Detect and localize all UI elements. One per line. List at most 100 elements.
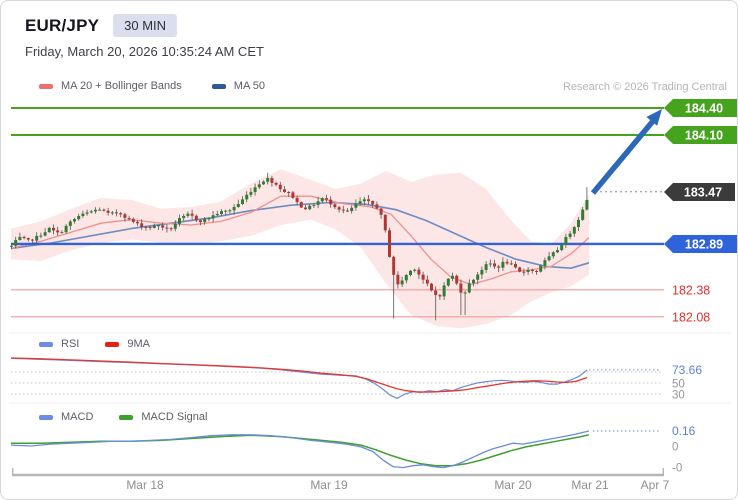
candle — [442, 285, 446, 297]
candle — [203, 218, 207, 223]
resistance-tag-lower: 184.10 — [664, 126, 737, 144]
candle — [404, 275, 408, 281]
macd-legend: MACD MACD Signal — [39, 411, 207, 423]
candle — [568, 233, 572, 237]
pair-title: EUR/JPY — [25, 15, 100, 35]
candle — [266, 178, 270, 182]
candle — [89, 211, 93, 213]
candle — [140, 223, 144, 227]
x-tick-mar-20: Mar 20 — [494, 478, 532, 492]
candle — [18, 236, 22, 240]
x-tick-mar-18: Mar 18 — [126, 478, 164, 492]
rsi-line — [10, 357, 588, 400]
candle — [295, 197, 299, 203]
candle — [190, 213, 194, 216]
candle — [253, 187, 257, 193]
candle — [463, 292, 467, 294]
candle — [518, 267, 522, 272]
candle — [312, 204, 316, 206]
candle — [186, 213, 190, 216]
candle — [73, 219, 76, 222]
candle — [77, 216, 81, 220]
macd-legend-label: MACD — [61, 411, 94, 423]
candle — [26, 238, 30, 240]
candle — [144, 226, 148, 228]
candle — [173, 223, 177, 229]
rsi-swatch-icon — [39, 341, 53, 347]
candle — [81, 213, 85, 216]
candle — [367, 199, 370, 202]
candle — [228, 210, 232, 212]
last-price-tag: 183.47 — [664, 183, 735, 201]
candle — [316, 201, 320, 205]
candle — [455, 275, 459, 284]
candle — [152, 225, 156, 228]
candle — [241, 199, 244, 204]
candle — [119, 213, 123, 215]
candle — [509, 263, 513, 265]
candle — [178, 218, 181, 224]
macd-signal-swatch-icon — [119, 414, 134, 420]
rsi-legend-label: RSI — [61, 338, 80, 350]
candle — [438, 295, 442, 297]
macd-signal-legend-label: MACD Signal — [141, 411, 208, 423]
ma20-legend-label: MA 20 + Bollinger Bands — [61, 80, 182, 92]
pivot-value: 182.89 — [685, 238, 723, 252]
macd-neg-label: -0 — [672, 463, 682, 475]
ma50-line — [10, 201, 590, 270]
x-tick-mar-19: Mar 19 — [310, 478, 348, 492]
candle — [526, 269, 530, 272]
candle — [484, 264, 488, 270]
candle — [543, 260, 547, 266]
candle — [346, 210, 349, 212]
candle — [493, 263, 496, 267]
last-price-value: 183.47 — [684, 186, 722, 200]
rsi-30-label: 30 — [672, 390, 685, 402]
candle — [497, 266, 501, 268]
candle — [388, 230, 391, 257]
candle — [409, 270, 412, 275]
candle — [98, 209, 102, 211]
bollinger-band-fill — [11, 169, 589, 329]
candle — [514, 263, 517, 268]
rsi-ma-legend-label: 9MA — [127, 338, 150, 350]
candle — [392, 256, 396, 275]
candle — [22, 236, 26, 239]
resistance-upper-value: 184.40 — [685, 102, 723, 116]
candle — [68, 221, 72, 226]
candle — [106, 210, 110, 213]
candle — [39, 235, 43, 237]
candle — [383, 214, 387, 231]
macd-panel-layer — [10, 430, 661, 469]
pivot-tag: 182.89 — [664, 235, 737, 253]
candle — [127, 218, 131, 219]
widget-header: EUR/JPY 30 MIN — [25, 14, 178, 37]
candle — [194, 215, 198, 221]
candle — [220, 211, 223, 214]
candle — [396, 274, 400, 285]
candle — [10, 245, 13, 247]
macd-line — [10, 430, 590, 469]
candle — [417, 269, 421, 275]
resistance-tag-upper: 184.40 — [664, 99, 737, 117]
candle — [421, 274, 425, 280]
price-chart-layer — [10, 107, 664, 329]
candle — [148, 227, 152, 228]
candle — [283, 189, 286, 192]
candle — [165, 227, 169, 229]
research-credit: Research © 2026 Trading Central — [562, 81, 727, 93]
candle — [341, 209, 345, 211]
candle — [350, 207, 354, 211]
candle — [245, 194, 249, 200]
candle — [446, 278, 450, 286]
timeframe-badge[interactable]: 30 MIN — [113, 14, 178, 37]
candle — [157, 225, 160, 227]
candle — [459, 283, 463, 293]
support-upper-label: 182.38 — [672, 284, 710, 298]
candle — [451, 275, 454, 279]
candle — [182, 215, 186, 219]
candle — [530, 269, 534, 271]
candle — [551, 252, 555, 257]
macd-zero-label: 0 — [672, 442, 678, 454]
